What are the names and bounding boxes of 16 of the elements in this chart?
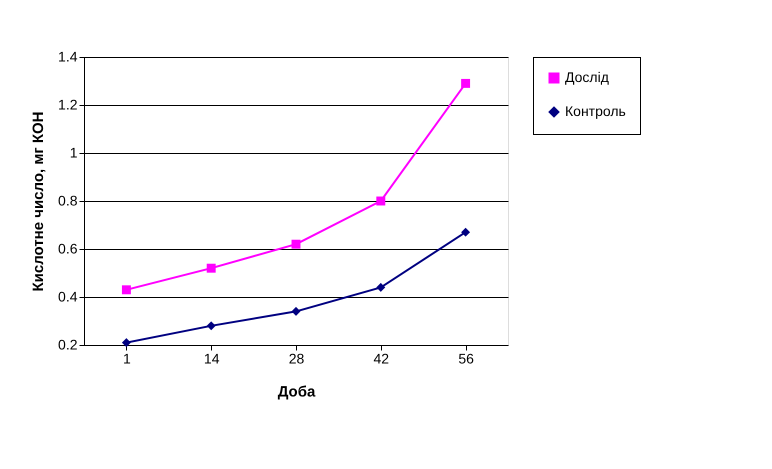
x-axis-title: Доба xyxy=(278,384,316,400)
x-tick-label: 28 xyxy=(288,350,304,366)
y-tick-label: 0.4 xyxy=(58,288,78,304)
legend-label: Дослід xyxy=(565,69,609,85)
x-tick-label: 1 xyxy=(123,350,131,366)
y-tick-label: 0.6 xyxy=(58,240,78,256)
x-tick-label: 14 xyxy=(204,350,220,366)
y-tick-label: 0.8 xyxy=(58,192,78,208)
x-tick-label: 56 xyxy=(458,350,474,366)
y-axis-title: Кислотне число, мг КОН xyxy=(30,111,48,292)
x-tick-label: 42 xyxy=(374,350,390,366)
y-tick-label: 1.2 xyxy=(58,96,78,112)
y-tick-label: 1.4 xyxy=(58,48,78,64)
y-tick-label: 0.2 xyxy=(58,336,78,352)
legend-label: Контроль xyxy=(565,103,626,119)
y-tick-label: 1 xyxy=(70,144,78,160)
